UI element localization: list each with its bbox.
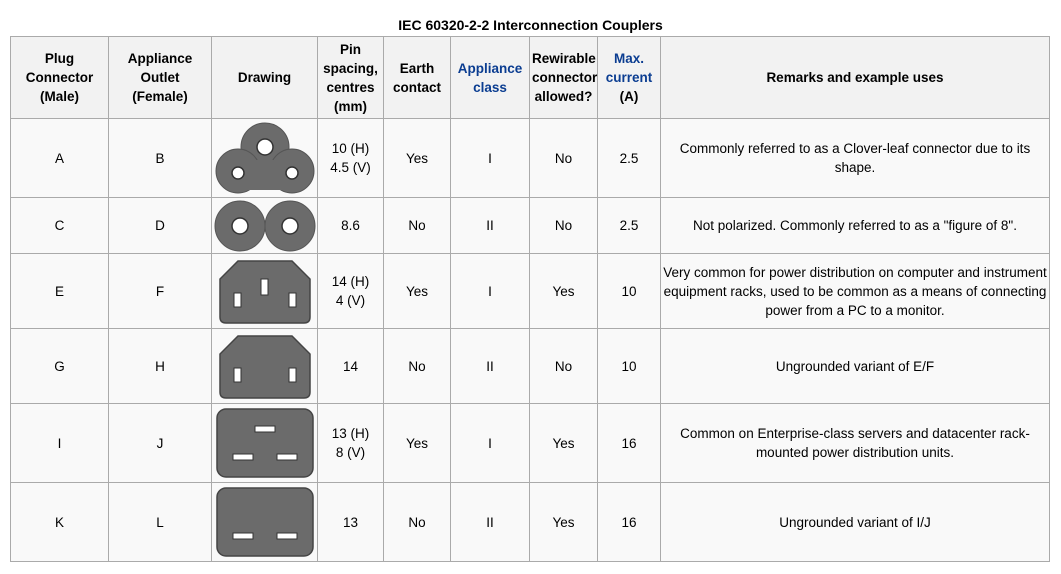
appliance-class-cell: II [450, 197, 530, 254]
earth-contact-cell: No [383, 328, 451, 404]
clover-leaf-connector-icon [215, 122, 315, 194]
plug-cell: I [10, 403, 109, 483]
outlet-cell: F [108, 253, 212, 329]
drawing-cell [211, 403, 318, 483]
table-row: K L 13 No II Yes 16 Ungrounded variant o… [10, 482, 1050, 562]
drawing-cell [211, 118, 318, 198]
c7-ungrounded-connector-icon [219, 335, 311, 399]
max-current-cell: 2.5 [597, 197, 661, 254]
pin-spacing-cell: 13 [317, 482, 384, 562]
rewirable-cell: No [529, 328, 598, 404]
drawing-cell [211, 253, 318, 329]
c21-ungrounded-connector-icon [216, 487, 314, 557]
table-caption: IEC 60320-2-2 Interconnection Couplers [398, 17, 663, 33]
pin-spacing-cell: 8.6 [317, 197, 384, 254]
drawing-cell [211, 482, 318, 562]
remarks-cell: Commonly referred to as a Clover-leaf co… [660, 118, 1050, 198]
rewirable-cell: Yes [529, 403, 598, 483]
outlet-cell: B [108, 118, 212, 198]
max-current-cell: 16 [597, 482, 661, 562]
remarks-cell: Ungrounded variant of I/J [660, 482, 1050, 562]
header-row: Plug Connector (Male) Appliance Outlet (Fem… [10, 36, 1050, 119]
header-remarks: Remarks and example uses [660, 36, 1050, 119]
table-row: I J 13 (H) 8 (V) Yes I Yes 16 Common on E… [10, 403, 1050, 483]
header-appliance-class-link[interactable]: Appliance class [450, 36, 530, 119]
max-current-cell: 10 [597, 328, 661, 404]
rewirable-cell: No [529, 197, 598, 254]
rewirable-cell: No [529, 118, 598, 198]
pin-spacing-cell: 13 (H) 8 (V) [317, 403, 384, 483]
max-current-link[interactable]: Max. current [605, 51, 653, 85]
table-row: C D 8.6 No II No 2.5 Not polarized. Comm… [10, 197, 1050, 254]
outlet-cell: L [108, 482, 212, 562]
appliance-class-cell: II [450, 328, 530, 404]
plug-cell: K [10, 482, 109, 562]
outlet-cell: H [108, 328, 212, 404]
plug-cell: A [10, 118, 109, 198]
earth-contact-cell: Yes [383, 253, 451, 329]
remarks-cell: Very common for power distribution on co… [660, 253, 1050, 329]
figure-8-connector-icon [214, 200, 316, 251]
pin-spacing-cell: 14 [317, 328, 384, 404]
table-row: A B 10 (H) 4.5 (V) Yes I No 2.5 Commonly … [10, 118, 1050, 198]
max-current-cell: 2.5 [597, 118, 661, 198]
appliance-class-cell: II [450, 482, 530, 562]
header-earth-contact: Earth contact [383, 36, 451, 119]
drawing-cell [211, 328, 318, 404]
header-rewirable: Rewirable connector allowed? [529, 36, 598, 119]
outlet-cell: J [108, 403, 212, 483]
table-row: G H 14 No II No 10 Ungrounded variant of… [10, 328, 1050, 404]
appliance-class-cell: I [450, 118, 530, 198]
plug-cell: G [10, 328, 109, 404]
rewirable-cell: Yes [529, 253, 598, 329]
outlet-cell: D [108, 197, 212, 254]
earth-contact-cell: No [383, 482, 451, 562]
c13-connector-icon [219, 260, 311, 324]
plug-cell: E [10, 253, 109, 329]
remarks-cell: Ungrounded variant of E/F [660, 328, 1050, 404]
header-outlet: Appliance Outlet (Female) [108, 36, 212, 119]
couplers-table: Plug Connector (Male) Appliance Outlet (Fem… [10, 36, 1050, 562]
max-current-cell: 16 [597, 403, 661, 483]
appliance-class-cell: I [450, 253, 530, 329]
pin-spacing-cell: 14 (H) 4 (V) [317, 253, 384, 329]
header-drawing: Drawing [211, 36, 318, 119]
header-max-current: Max. current (A) [597, 36, 661, 119]
drawing-cell [211, 197, 318, 254]
table-row: E F 14 (H) 4 (V) Yes I Yes 10 Very common… [10, 253, 1050, 329]
rewirable-cell: Yes [529, 482, 598, 562]
plug-cell: C [10, 197, 109, 254]
c19-connector-icon [216, 408, 314, 478]
remarks-cell: Common on Enterprise-class servers and d… [660, 403, 1050, 483]
header-pin-spacing: Pin spacing, centres (mm) [317, 36, 384, 119]
header-plug: Plug Connector (Male) [10, 36, 109, 119]
earth-contact-cell: No [383, 197, 451, 254]
appliance-class-cell: I [450, 403, 530, 483]
earth-contact-cell: Yes [383, 118, 451, 198]
remarks-cell: Not polarized. Commonly referred to as a… [660, 197, 1050, 254]
earth-contact-cell: Yes [383, 403, 451, 483]
pin-spacing-cell: 10 (H) 4.5 (V) [317, 118, 384, 198]
max-current-cell: 10 [597, 253, 661, 329]
